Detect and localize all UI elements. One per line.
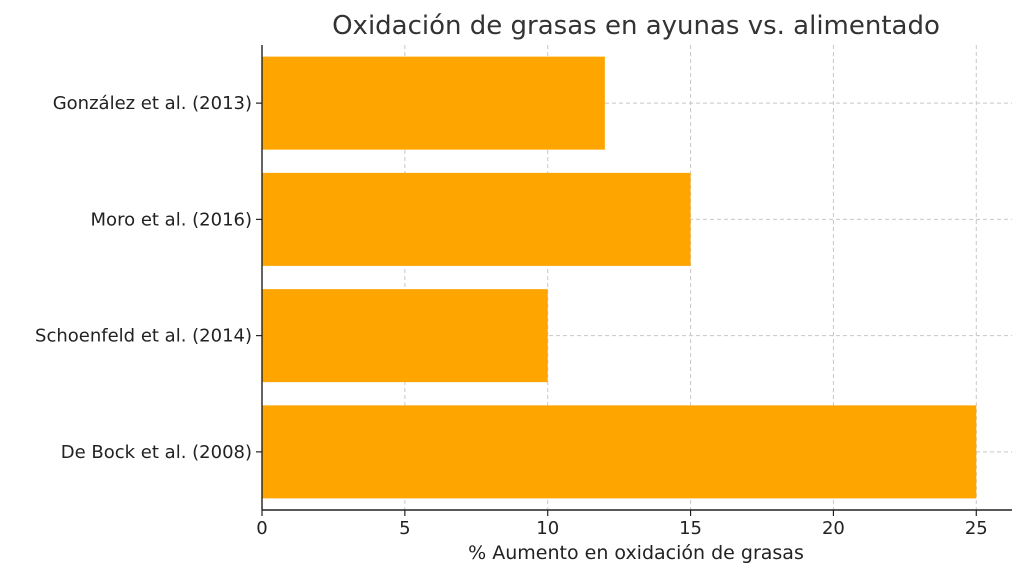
axes [256, 45, 1012, 516]
x-tick-label: 25 [965, 518, 988, 539]
x-tick-label: 20 [822, 518, 845, 539]
bar [262, 405, 977, 499]
bar [262, 289, 548, 383]
x-axis-label: % Aumento en oxidación de grasas [468, 542, 804, 564]
bar [262, 172, 691, 266]
y-tick-label: Moro et al. (2016) [91, 209, 252, 230]
tick-labels: 0 5 10 15 20 25 González et al. (2013) Moro et … [35, 93, 988, 539]
x-tick-label: 0 [256, 518, 267, 539]
y-tick-label: González et al. (2013) [53, 93, 252, 114]
chart-title: Oxidación de grasas en ayunas vs. alimen… [332, 11, 940, 41]
bars [262, 56, 977, 499]
x-tick-label: 5 [399, 518, 410, 539]
y-tick-label: De Bock et al. (2008) [61, 442, 252, 463]
bar [262, 56, 605, 150]
y-tick-label: Schoenfeld et al. (2014) [35, 326, 252, 347]
x-tick-label: 10 [536, 518, 559, 539]
x-tick-label: 15 [679, 518, 702, 539]
